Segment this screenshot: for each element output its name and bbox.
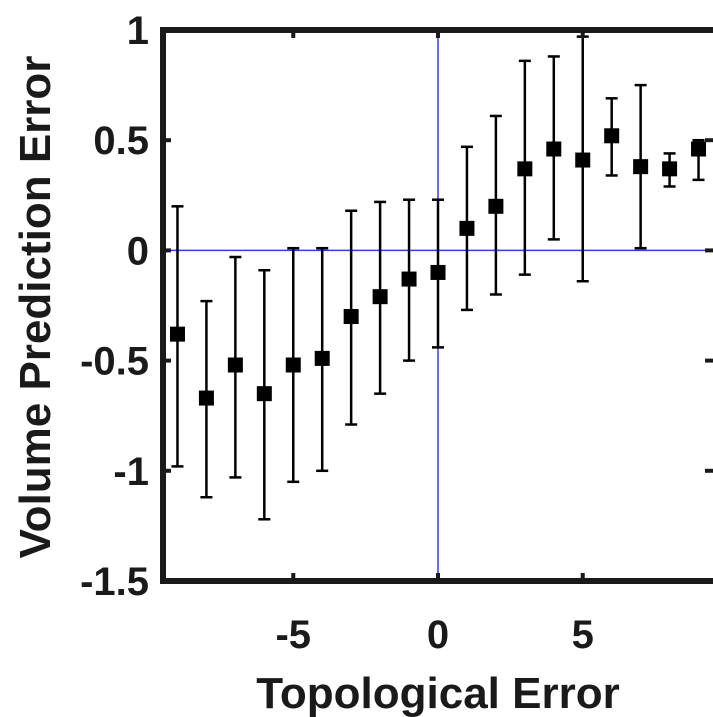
data-point	[285, 357, 301, 373]
data-point	[430, 264, 446, 280]
data-point	[256, 386, 272, 402]
data-point	[169, 326, 185, 342]
y-tick-label: -1.5	[80, 560, 149, 604]
data-point	[401, 271, 417, 287]
data-point	[662, 161, 678, 177]
data-point	[691, 141, 707, 157]
y-axis-label: Volume Prediction Error	[11, 56, 60, 559]
data-point	[198, 390, 214, 406]
data-point	[575, 152, 591, 168]
data-point	[488, 198, 504, 214]
data-point	[372, 289, 388, 305]
axes: -1.5 -1 -0.5 0 0.5 1 -5 0 5	[80, 9, 713, 657]
data-point	[227, 357, 243, 373]
data-point	[517, 161, 533, 177]
data-point	[314, 350, 330, 366]
data-point	[343, 309, 359, 325]
x-axis-label: Topological Error	[256, 669, 619, 717]
data-point	[459, 220, 475, 236]
x-tick-label: -5	[275, 613, 311, 657]
data-point	[604, 128, 620, 144]
x-tick-label: 5	[572, 613, 594, 657]
data-point	[633, 159, 649, 175]
y-tick-label: -0.5	[80, 340, 149, 384]
x-tick-label: 0	[427, 613, 449, 657]
y-tick-label: 0	[127, 229, 149, 273]
y-tick-label: 0.5	[93, 119, 149, 163]
data-point	[546, 141, 562, 157]
y-tick-label: -1	[113, 450, 149, 494]
data-marks	[169, 35, 707, 521]
y-tick-label: 1	[127, 9, 149, 53]
